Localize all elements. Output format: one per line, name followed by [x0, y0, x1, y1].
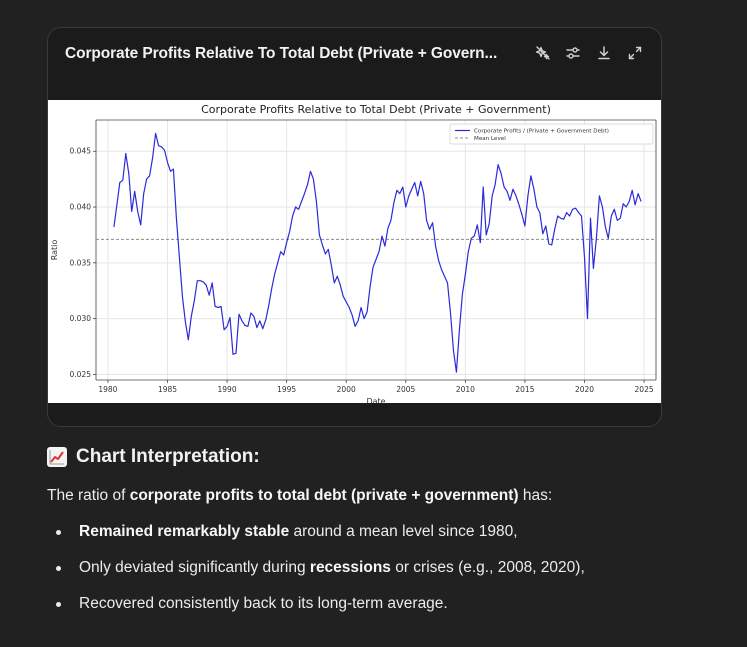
legend-box	[449, 123, 654, 145]
line-chart: 1980 1985 1990 1995 2000 2005 2010 2015 2020 2025…	[50, 103, 657, 403]
y-tick-label: 0.025	[70, 370, 92, 379]
chart-title: Corporate Profits Relative to Total Debt…	[201, 103, 551, 116]
x-tick-label: 2025	[635, 385, 654, 394]
download-icon[interactable]	[593, 42, 615, 64]
x-tick-label: 1995	[277, 385, 296, 394]
y-tick-label: 0.040	[70, 203, 92, 212]
bullet-bold: recessions	[309, 559, 391, 576]
y-tick-label: 0.030	[70, 314, 92, 323]
intro-text: The ratio of	[47, 487, 130, 504]
x-axis-label: Date	[366, 397, 385, 403]
x-tick-label: 2020	[575, 385, 594, 394]
bullet-text: Recovered consistently back to its long-…	[79, 595, 448, 612]
y-tick-label: 0.045	[70, 147, 92, 156]
interpretation-list: Remained remarkably stable around a mean…	[47, 522, 585, 630]
bullet-text: Only deviated significantly during	[79, 559, 310, 576]
x-tick-label: 1990	[218, 385, 237, 394]
bullet-text: or crises (e.g., 2008, 2020),	[390, 559, 585, 576]
chart-image: 1980 1985 1990 1995 2000 2005 2010 2015 2020 2025…	[48, 100, 661, 403]
chart-card: Corporate Profits Relative To Total Debt…	[47, 27, 662, 427]
bullet-text: around a mean level since 1980,	[289, 523, 518, 540]
intro-text-end: has:	[518, 487, 553, 504]
interpretation-heading-text: Chart Interpretation:	[76, 446, 260, 467]
list-item: Recovered consistently back to its long-…	[47, 594, 585, 630]
list-item: Remained remarkably stable around a mean…	[47, 522, 585, 558]
intro-bold: corporate profits to total debt (private…	[129, 487, 519, 504]
x-tick-label: 2000	[337, 385, 356, 394]
chart-card-title: Corporate Profits Relative To Total Debt…	[65, 45, 498, 62]
legend-label-ratio: Corporate Profits / (Private + Governmen…	[474, 129, 609, 135]
interpretation-heading: Chart Interpretation:	[47, 446, 260, 468]
sparkle-off-icon[interactable]	[532, 42, 554, 64]
expand-icon[interactable]	[624, 42, 646, 64]
interpretation-intro: The ratio of corporate profits to total …	[47, 487, 552, 505]
chart-card-header: Corporate Profits Relative To Total Debt…	[48, 28, 661, 78]
list-item: Only deviated significantly during reces…	[47, 558, 585, 594]
x-tick-label: 1980	[98, 385, 117, 394]
legend-label-mean: Mean Level	[474, 136, 506, 142]
y-tick-label: 0.035	[70, 258, 92, 267]
ratio-series-line	[113, 132, 642, 373]
x-tick-label: 1985	[158, 385, 177, 394]
y-axis-label: Ratio	[50, 240, 59, 261]
x-tick-label: 2010	[456, 385, 475, 394]
sliders-icon[interactable]	[562, 42, 584, 64]
chart-increasing-icon	[47, 447, 67, 467]
x-tick-label: 2015	[515, 385, 534, 394]
x-tick-label: 2005	[396, 385, 415, 394]
bullet-bold: Remained remarkably stable	[79, 523, 290, 540]
